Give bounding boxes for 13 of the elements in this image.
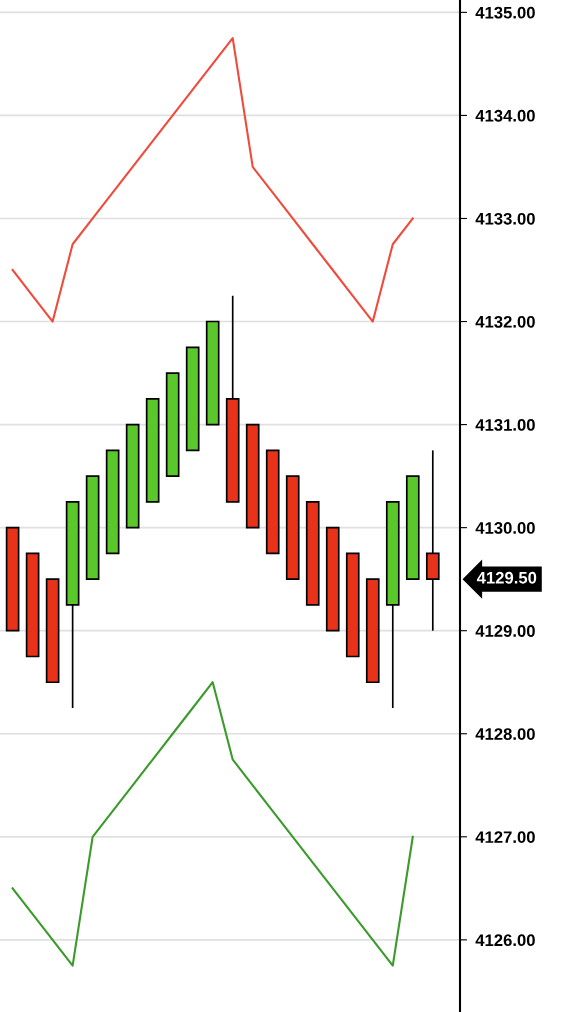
y-tick-label: 4127.00 bbox=[475, 831, 535, 844]
y-tick-label: 4133.00 bbox=[475, 212, 535, 225]
y-tick-label: 4132.00 bbox=[475, 315, 535, 328]
y-tick-label: 4131.00 bbox=[475, 418, 535, 431]
line-series bbox=[11, 681, 414, 967]
y-tick-label: 4126.00 bbox=[475, 934, 535, 947]
line-series bbox=[11, 37, 414, 323]
y-tick-label: 4134.00 bbox=[475, 109, 535, 122]
text: 4129.50 bbox=[476, 571, 537, 584]
y-tick-label: 4128.00 bbox=[475, 728, 535, 740]
y-tick-label: 4135.00 bbox=[475, 6, 535, 19]
y-tick-label: 4129.00 bbox=[475, 625, 535, 637]
y-tick-label: 4130.00 bbox=[475, 522, 535, 534]
